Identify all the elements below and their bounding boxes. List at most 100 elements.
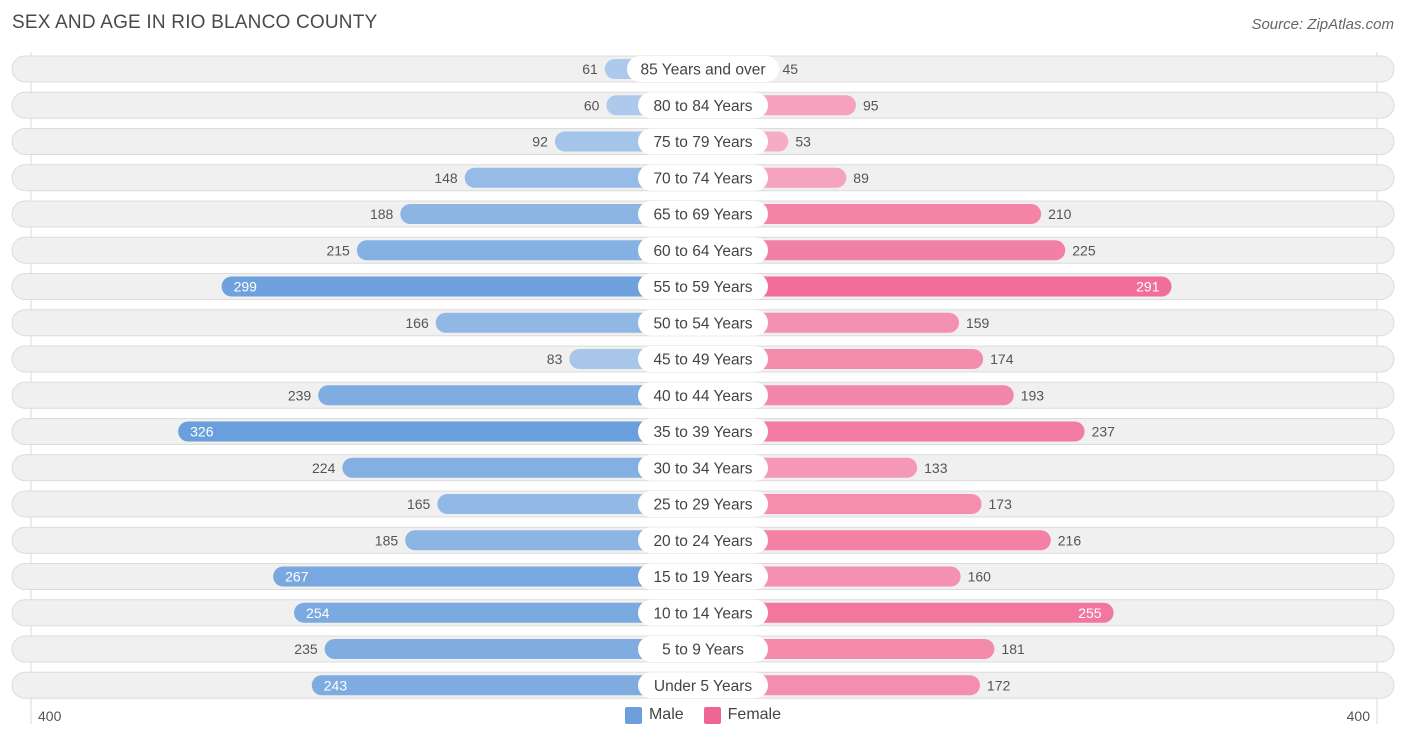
bar-female[interactable] xyxy=(703,494,982,514)
value-label-female: 291 xyxy=(1136,279,1160,295)
legend-item-female[interactable]: Female xyxy=(703,706,782,724)
age-label: 20 to 24 Years xyxy=(653,533,752,550)
chart-row: 165 173 25 to 29 Years xyxy=(11,490,1395,518)
age-label-pill xyxy=(638,599,768,626)
value-label-male: 243 xyxy=(324,677,348,693)
value-label-male: 166 xyxy=(405,315,429,331)
legend-label-female: Female xyxy=(727,706,782,723)
age-label-pill xyxy=(638,418,768,445)
bar-female[interactable] xyxy=(703,349,984,369)
age-label: 60 to 64 Years xyxy=(653,243,752,260)
bar-female[interactable] xyxy=(703,240,1066,261)
value-label-female: 45 xyxy=(782,61,798,77)
age-label: 65 to 69 Years xyxy=(653,207,752,224)
bar-female[interactable] xyxy=(703,276,1172,297)
chart-row: 61 45 85 Years and over xyxy=(11,55,1395,83)
value-label-male: 224 xyxy=(312,460,336,476)
value-label-male: 83 xyxy=(547,351,563,367)
age-label: 35 to 39 Years xyxy=(653,424,752,441)
value-label-male: 185 xyxy=(375,532,399,548)
bar-male[interactable] xyxy=(356,240,703,261)
age-label: 50 to 54 Years xyxy=(653,315,752,332)
chart-row: 267 160 15 to 19 Years xyxy=(11,563,1395,590)
age-label-pill xyxy=(638,273,768,300)
age-label: Under 5 Years xyxy=(654,678,752,695)
age-label: 25 to 29 Years xyxy=(653,497,752,514)
value-label-female: 172 xyxy=(987,677,1011,693)
bar-female[interactable] xyxy=(703,385,1014,406)
value-label-female: 210 xyxy=(1048,206,1072,222)
legend-swatch-male xyxy=(624,706,642,724)
legend-label-male: Male xyxy=(648,706,684,723)
age-label: 30 to 34 Years xyxy=(653,460,752,477)
chart-title: SEX AND AGE IN RIO BLANCO COUNTY xyxy=(12,12,378,33)
age-label-pill xyxy=(638,382,768,409)
value-label-female: 95 xyxy=(863,97,879,113)
age-label-pill xyxy=(638,672,768,699)
age-label-pill xyxy=(638,563,768,590)
value-label-male: 235 xyxy=(294,641,318,657)
bar-male[interactable] xyxy=(405,530,703,551)
bar-female[interactable] xyxy=(703,639,995,659)
bar-male[interactable] xyxy=(342,457,703,478)
age-label-pill xyxy=(638,164,768,191)
value-label-male: 299 xyxy=(234,279,258,295)
value-label-female: 89 xyxy=(853,170,869,186)
age-label: 40 to 44 Years xyxy=(653,388,752,405)
bar-female[interactable] xyxy=(703,530,1051,551)
age-label: 75 to 79 Years xyxy=(653,134,752,151)
bar-male[interactable] xyxy=(318,385,703,406)
chart-row: 185 216 20 to 24 Years xyxy=(11,526,1395,554)
chart-row: 235 181 5 to 9 Years xyxy=(11,635,1395,663)
legend-swatch-female xyxy=(703,706,721,724)
bar-male[interactable] xyxy=(400,204,703,224)
chart-row: 239 193 40 to 44 Years xyxy=(11,381,1395,409)
bar-female[interactable] xyxy=(703,602,1114,623)
x-axis-right-label: 400 xyxy=(1346,708,1370,724)
value-label-female: 255 xyxy=(1078,605,1102,621)
age-label-pill xyxy=(638,491,768,517)
bar-male[interactable] xyxy=(273,566,703,587)
chart-row: 92 53 75 to 79 Years xyxy=(11,128,1395,155)
value-label-female: 225 xyxy=(1072,242,1096,258)
value-label-female: 53 xyxy=(795,134,811,150)
chart-row: 166 159 50 to 54 Years xyxy=(11,309,1395,337)
bar-male[interactable] xyxy=(311,675,703,696)
chart-row: 83 174 45 to 49 Years xyxy=(11,345,1395,373)
legend-item-male[interactable]: Male xyxy=(624,706,684,724)
age-label: 70 to 74 Years xyxy=(653,170,752,187)
x-axis-left-label: 400 xyxy=(38,708,62,724)
value-label-male: 165 xyxy=(407,496,431,512)
value-label-male: 60 xyxy=(584,97,600,113)
chart-row: 224 133 30 to 34 Years xyxy=(11,454,1395,482)
bar-male[interactable] xyxy=(435,312,703,333)
bar-male[interactable] xyxy=(324,639,703,659)
bar-female[interactable] xyxy=(703,421,1085,442)
chart-source: Source: ZipAtlas.com xyxy=(1251,16,1394,33)
bar-female[interactable] xyxy=(703,204,1042,224)
value-label-male: 326 xyxy=(190,424,214,440)
value-label-male: 215 xyxy=(326,242,350,258)
value-label-female: 216 xyxy=(1058,532,1082,548)
age-label: 80 to 84 Years xyxy=(653,98,752,115)
age-label: 10 to 14 Years xyxy=(653,605,752,622)
bar-male[interactable] xyxy=(294,602,703,623)
bar-female[interactable] xyxy=(703,675,980,696)
value-label-female: 237 xyxy=(1092,424,1116,440)
chart-row: 188 210 65 to 69 Years xyxy=(11,200,1395,228)
age-label-pill xyxy=(638,201,768,227)
value-label-male: 61 xyxy=(582,61,598,77)
value-label-female: 173 xyxy=(989,496,1013,512)
age-label-pill xyxy=(638,346,768,372)
age-label-pill xyxy=(638,527,768,554)
value-label-female: 193 xyxy=(1021,387,1045,403)
value-label-female: 181 xyxy=(1001,641,1025,657)
chart-row: 299 291 55 to 59 Years xyxy=(11,273,1395,300)
bar-female[interactable] xyxy=(703,566,961,587)
bar-male[interactable] xyxy=(221,276,704,297)
chart-row: 326 237 35 to 39 Years xyxy=(11,418,1395,445)
age-label: 55 to 59 Years xyxy=(653,279,752,296)
bar-male[interactable] xyxy=(437,494,703,514)
bar-male[interactable] xyxy=(178,421,703,442)
